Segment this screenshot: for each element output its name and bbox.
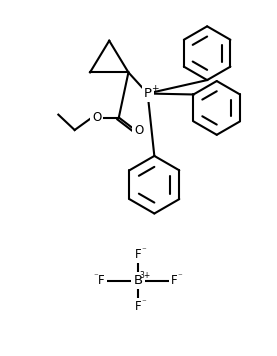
Text: ⁻: ⁻ (178, 272, 183, 281)
Text: B: B (134, 274, 143, 287)
Text: F: F (135, 300, 141, 313)
Text: ⁻: ⁻ (93, 272, 98, 281)
Text: +: + (151, 84, 158, 93)
Text: ⁻: ⁻ (141, 298, 146, 307)
Text: O: O (134, 124, 143, 136)
Text: F: F (135, 248, 141, 261)
Text: ⁻: ⁻ (141, 246, 146, 256)
Text: P: P (143, 87, 152, 100)
Text: O: O (92, 111, 101, 124)
Text: 3+: 3+ (139, 271, 150, 281)
Text: F: F (171, 274, 178, 287)
Text: F: F (98, 274, 105, 287)
